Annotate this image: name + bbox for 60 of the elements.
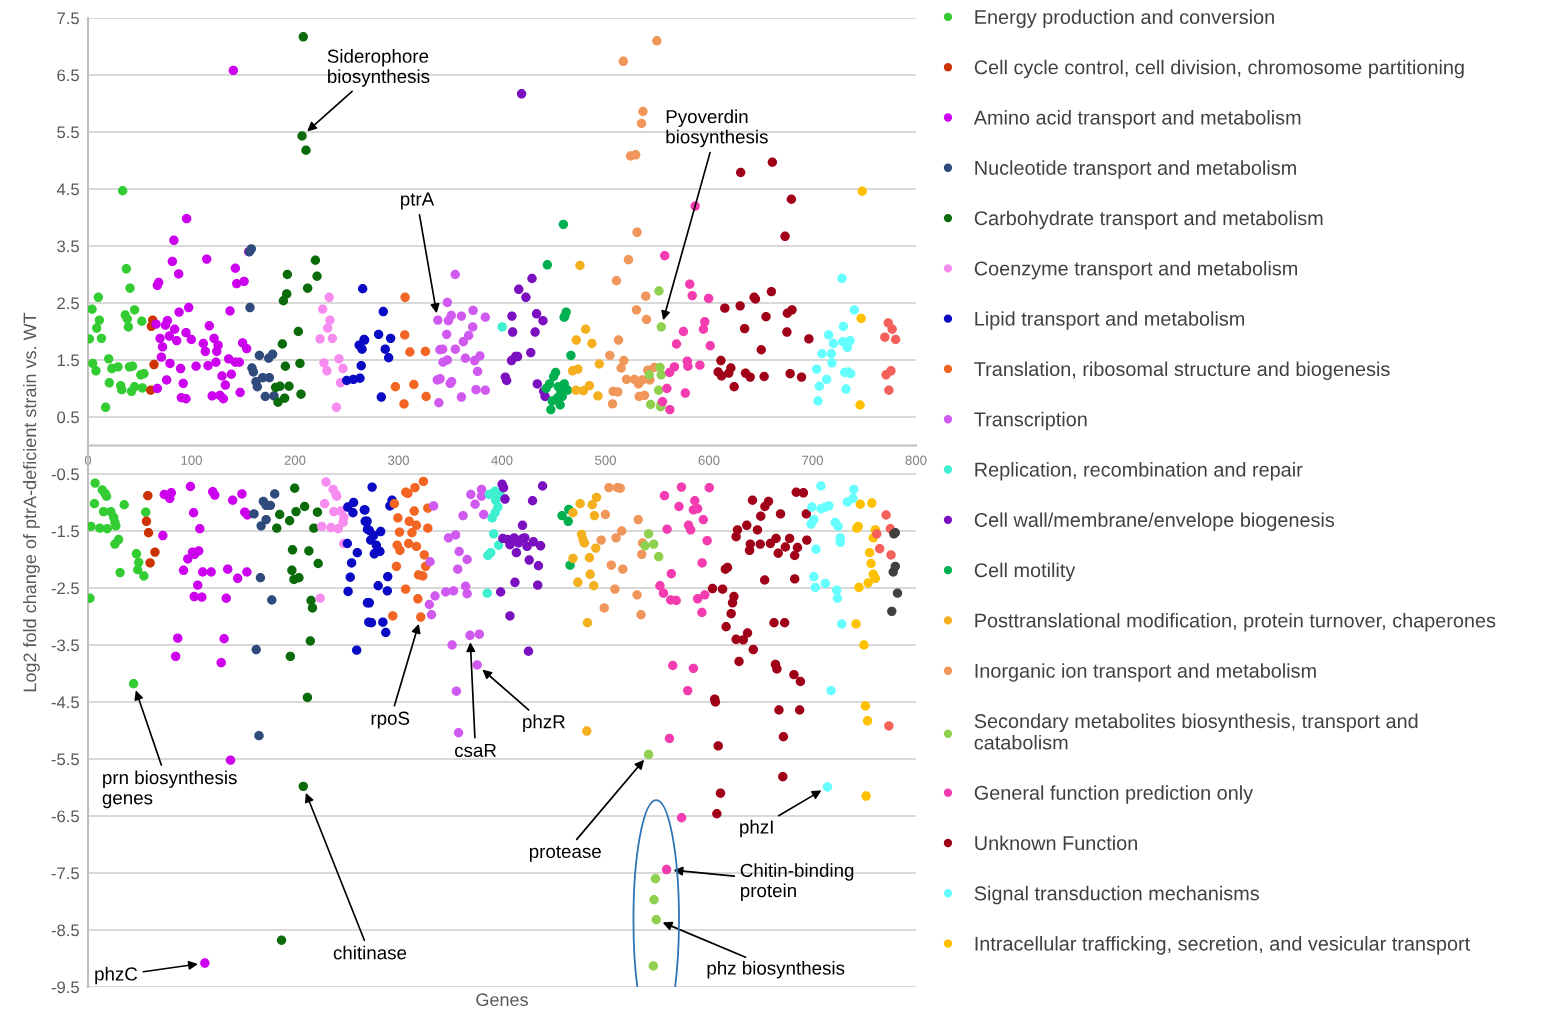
annotation: chitinase: [333, 945, 407, 960]
annotation: ptrA: [401, 192, 435, 210]
y-tick-label: -2.5: [51, 582, 79, 595]
y-tick-label: 3.5: [57, 240, 79, 253]
legend-label: Coenzyme transport and metabolism: [974, 260, 1297, 280]
x-tick-label: 300: [388, 455, 409, 465]
y-tick-label: -7.5: [51, 867, 79, 880]
y-tick-label: -8.5: [51, 924, 79, 937]
annotation: phzI: [740, 819, 773, 838]
legend-label: Secondary metabolites biosynthesis, transport and catabolism: [974, 713, 1418, 750]
y-tick-label: 4.5: [56, 183, 79, 196]
annotation: phzC: [95, 966, 138, 985]
y-tick-label: 6.5: [57, 69, 79, 82]
y-tick-label: 0.5: [57, 411, 79, 424]
annotation: phz biosynthesis: [707, 961, 845, 979]
legend-label: Energy production and conversion: [975, 9, 1274, 28]
y-tick-label: 7.5: [57, 12, 79, 25]
legend-label: Cell cycle control, cell division, chromosome partitioning: [974, 59, 1464, 79]
y-tick-label: -9.5: [51, 981, 79, 994]
legend-label: Intracellular trafficking, secretion, and vesicular transport: [975, 936, 1471, 955]
y-tick-label: 2.5: [57, 297, 79, 310]
legend-label: Amino acid transport and metabolism: [973, 110, 1301, 129]
y-tick-label: -3.5: [51, 639, 79, 652]
legend-label: Replication, recombination and repair: [975, 462, 1303, 481]
legend-label: Unknown Function: [975, 835, 1137, 851]
legend-label: Nucleotide transport and metabolism: [975, 160, 1296, 179]
legend-label: General function prediction only: [974, 785, 1254, 804]
legend-label: Carbohydrate transport and metabolism: [974, 210, 1323, 230]
y-tick-label: 1.5: [57, 354, 79, 367]
annotation: Pyoverdin biosynthesis: [666, 109, 768, 148]
x-tick-label: 500: [595, 455, 616, 465]
annotation: rpoS: [371, 711, 410, 729]
y-tick-label: -6.5: [51, 810, 79, 823]
x-tick-label: 400: [491, 455, 513, 465]
legend-label: Cell motility: [974, 562, 1076, 582]
legend-label: Lipid transport and metabolism: [975, 311, 1245, 330]
legend-label: Posttranslational modification, protein turnover, chaperones: [975, 612, 1496, 632]
x-tick-label: 200: [284, 455, 306, 465]
annotation: prn biosynthesis genes: [102, 770, 237, 809]
legend-label: Signal transduction mechanisms: [974, 885, 1259, 905]
y-tick-label: -0.5: [51, 468, 79, 481]
legend-label: Translation, ribosomal structure and biogenesis: [974, 361, 1390, 381]
annotation: Siderophore biosynthesis: [327, 49, 430, 87]
annotation: csaR: [455, 743, 497, 758]
x-tick-label: 600: [698, 455, 720, 465]
annotation: Chitin-binding protein: [740, 863, 854, 901]
x-tick-label: 100: [181, 455, 202, 465]
legend-label: Inorganic ion transport and metabolism: [975, 663, 1316, 682]
y-tick-label: -4.5: [51, 696, 79, 709]
y-tick-label: -5.5: [51, 753, 79, 766]
annotation: protease: [529, 845, 601, 862]
annotation: phzR: [523, 714, 565, 733]
legend-label: Transcription: [974, 411, 1087, 431]
x-tick-label: 700: [802, 455, 823, 465]
y-tick-label: 5.5: [57, 126, 79, 139]
x-axis-title: Genes: [476, 993, 528, 1007]
y-tick-label: -1.5: [51, 525, 79, 538]
x-tick-label: 800: [905, 455, 927, 465]
legend-label: Cell wall/membrane/envelope biogenesis: [974, 512, 1335, 531]
y-axis-title: Log2 fold change of ptrA-deficient strain vs. WT: [23, 312, 40, 692]
